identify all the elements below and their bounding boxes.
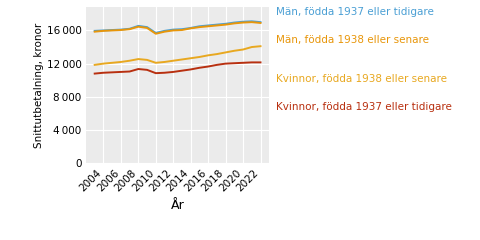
Text: Män, födda 1937 eller tidigare: Män, födda 1937 eller tidigare xyxy=(276,7,434,17)
Text: Män, födda 1938 eller senare: Män, födda 1938 eller senare xyxy=(276,35,429,45)
Y-axis label: Snittutbetalning, kronor: Snittutbetalning, kronor xyxy=(34,23,44,148)
Text: Kvinnor, födda 1938 eller senare: Kvinnor, födda 1938 eller senare xyxy=(276,74,447,84)
X-axis label: År: År xyxy=(171,199,184,212)
Text: Kvinnor, födda 1937 eller tidigare: Kvinnor, födda 1937 eller tidigare xyxy=(276,102,452,112)
